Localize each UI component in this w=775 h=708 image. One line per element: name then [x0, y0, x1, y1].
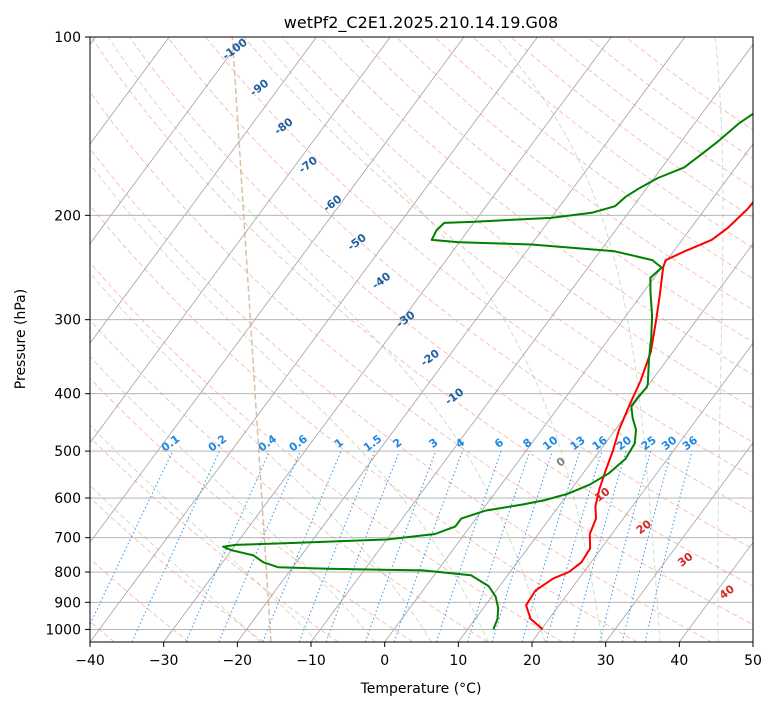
isotherm-line	[90, 37, 465, 544]
isotherm-line	[90, 37, 317, 344]
y-tick-label: 300	[54, 313, 81, 329]
dry-adiabat-line	[396, 37, 753, 311]
x-tick-label: 10	[449, 653, 467, 669]
y-axis-ticks: 100 200 300 400 500 600 700 800 900 1000	[45, 30, 90, 638]
x-tick-label: 30	[597, 653, 615, 669]
plot-frame	[89, 36, 754, 643]
sounding-profiles	[222, 112, 753, 631]
mixing-ratio-line	[325, 450, 400, 642]
dry-adiabat-line	[90, 261, 563, 642]
y-tick-label: 900	[54, 595, 81, 611]
moist-adiabat-line	[90, 484, 261, 642]
dewpoint-profile-line	[222, 112, 753, 630]
mixing-ratio-line	[393, 450, 463, 642]
x-tick-label: −20	[223, 653, 253, 669]
y-axis-label: Pressure (hPa)	[13, 289, 29, 389]
isotherm-line	[90, 37, 170, 145]
dry-adiabat-line	[90, 377, 414, 642]
x-tick-label: −30	[149, 653, 179, 669]
mixing-ratio-line	[435, 450, 502, 642]
temperature-profile-line	[525, 200, 753, 631]
y-tick-label: 800	[54, 565, 81, 581]
y-tick-label: 700	[54, 531, 81, 547]
x-tick-label: 0	[380, 653, 389, 669]
mixing-ratio-line	[644, 450, 693, 642]
mixing-ratio-line	[545, 450, 603, 642]
mixing-ratio-line	[621, 450, 672, 642]
mixing-ratio-line	[491, 450, 553, 642]
moist-adiabat-line	[260, 37, 603, 642]
x-axis-ticks: −40 −30 −20 −10 0 10 20 30 40 50	[75, 642, 762, 669]
y-tick-label: 600	[54, 491, 81, 507]
isotherm-line	[531, 342, 753, 642]
isotherm-line	[163, 37, 612, 642]
dry-adiabat-line	[90, 558, 190, 642]
y-tick-label: 400	[54, 387, 81, 403]
isotherm-line	[90, 37, 391, 444]
mixing-ratio-line	[218, 450, 301, 642]
moist-adiabat-line	[714, 37, 724, 642]
x-tick-label: 50	[744, 653, 762, 669]
mixing-ratio-line	[298, 450, 376, 642]
x-tick-label: 20	[523, 653, 541, 669]
x-axis-label: Temperature (°C)	[360, 681, 482, 697]
y-tick-label: 200	[54, 208, 81, 224]
dry-adiabat-line	[90, 147, 712, 642]
x-tick-label: −40	[75, 653, 105, 669]
mixing-ratio-line	[599, 450, 652, 642]
isotherm-line	[236, 37, 686, 642]
moist-adiabat-line	[495, 37, 661, 642]
dry-adiabat-line	[90, 91, 753, 626]
y-tick-label: 500	[54, 444, 81, 460]
x-tick-label: 40	[670, 653, 688, 669]
dry-adiabat-line	[90, 204, 638, 642]
mixing-ratio-line	[262, 450, 342, 642]
isotherm-line	[90, 37, 244, 245]
lcl-curve-line	[231, 37, 272, 642]
chart-title: wetPf2_C2E1.2025.210.14.19.G08	[284, 13, 558, 33]
dry-adiabat-line	[243, 37, 753, 443]
mixing-ratio-line	[572, 450, 627, 642]
moist-adiabat-line	[90, 424, 319, 642]
moist-adiabat-line	[90, 272, 432, 642]
y-tick-label: 100	[54, 30, 81, 46]
mixing-ratio-line	[521, 450, 581, 642]
dry-adiabat-line	[281, 37, 753, 409]
mixing-ratio-line	[467, 450, 531, 642]
dry-adiabat-line	[128, 37, 753, 550]
moist-adiabat-line	[107, 37, 546, 642]
isotherm-line	[384, 143, 753, 642]
mixing-ratio-line	[185, 450, 271, 642]
x-tick-label: −10	[296, 653, 326, 669]
pressure-gridlines	[90, 37, 753, 630]
isotherm-line	[310, 43, 753, 642]
y-tick-label: 1000	[45, 622, 81, 638]
isotherm-line	[605, 442, 753, 642]
moist-adiabat-line	[90, 355, 376, 642]
mixing-ratio-line	[364, 450, 437, 642]
background-lines	[90, 37, 753, 642]
isotherm-line	[90, 37, 538, 642]
isotherm-line	[457, 242, 753, 642]
dry-adiabat-line	[167, 37, 753, 514]
